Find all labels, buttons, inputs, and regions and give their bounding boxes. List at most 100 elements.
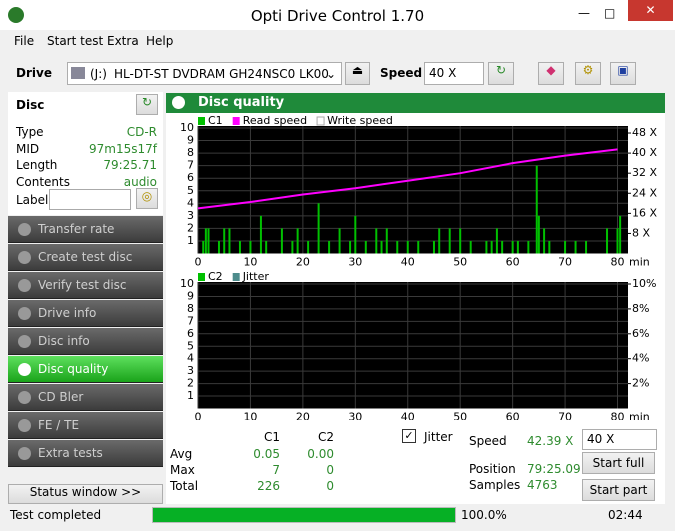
menu-item[interactable]: File <box>14 34 35 48</box>
drive-select[interactable]: (J:) HL-DT-ST DVDRAM GH24NSC0 LK00 ⌄ <box>67 62 342 85</box>
x-tick-label: 0 <box>195 411 202 421</box>
nav-item[interactable]: Transfer rate <box>8 216 163 243</box>
y-tick-label: 7 <box>187 314 194 327</box>
x-tick-label: 0 <box>195 256 202 269</box>
y-tick-label: 9 <box>187 289 194 302</box>
window-title: Opti Drive Control 1.70 <box>250 7 425 25</box>
panel-title: Disc quality <box>198 95 285 110</box>
dropdown-arrow: ⌄ <box>326 67 337 81</box>
y-tick-label: 1 <box>187 389 194 402</box>
erase-button[interactable]: ◆ <box>538 62 564 85</box>
nav-icon <box>18 223 31 236</box>
info-value: 42.39 X <box>527 434 574 448</box>
jitter-checkbox[interactable]: ✓ <box>402 429 416 443</box>
start-full-button[interactable]: Start full <box>582 452 655 474</box>
stats-value: 0 <box>326 479 334 493</box>
speed-value: 40 X <box>429 66 457 80</box>
menu-item[interactable]: Start test <box>47 34 104 48</box>
field-label: Length <box>16 158 58 172</box>
x-axis-label: min <box>629 256 650 269</box>
legend-label: Jitter <box>242 270 270 283</box>
legend-swatch <box>198 117 205 125</box>
x-tick-label: 20 <box>296 256 310 269</box>
nav-icon <box>18 335 31 348</box>
speed-select[interactable]: 40 X <box>424 62 484 85</box>
legend-label: C1 <box>208 114 223 127</box>
x-tick-label: 80 <box>611 256 625 269</box>
jitter-label: Jitter <box>424 430 453 444</box>
panel-icon <box>172 96 185 109</box>
y-tick-label: 1 <box>187 234 194 247</box>
minimize-button[interactable]: — <box>578 6 590 20</box>
legend-swatch <box>232 117 240 125</box>
label-label: Label <box>16 193 49 207</box>
speed-select-2[interactable]: 40 X <box>582 429 657 450</box>
drive-icon <box>71 67 85 79</box>
time-label: 02:44 <box>608 508 643 522</box>
nav-icon <box>18 251 31 264</box>
y-tick-label: 8 <box>187 302 194 315</box>
y-tick-label: 10 <box>180 121 194 134</box>
menu-item[interactable]: Extra <box>107 34 139 48</box>
legend-label: C2 <box>208 270 223 283</box>
nav-item[interactable]: Disc quality <box>8 356 163 383</box>
label-input[interactable] <box>49 189 131 210</box>
nav-item[interactable]: Verify test disc <box>8 272 163 299</box>
y-tick-label: 4 <box>187 352 194 365</box>
disc-refresh[interactable]: ↻ <box>136 94 158 115</box>
stats-value: 226 <box>257 479 280 493</box>
stats-row-label: Max <box>170 463 195 477</box>
panel-header <box>166 93 665 113</box>
refresh-button[interactable]: ↻ <box>488 62 514 85</box>
nav-item[interactable]: Create test disc <box>8 244 163 271</box>
stats-row-label: Avg <box>170 447 193 461</box>
title-bar <box>0 0 675 30</box>
y2-tick-label: 8% <box>632 302 649 315</box>
y-tick-label: 10 <box>180 277 194 290</box>
x-tick-label: 40 <box>401 411 415 421</box>
y-tick-label: 5 <box>187 184 194 197</box>
y-tick-label: 6 <box>187 327 194 340</box>
start-part-text: Start part <box>589 483 648 497</box>
y2-tick-label: 24 X <box>632 186 657 199</box>
drive-letter: (J:) <box>90 67 107 81</box>
x-tick-label: 80 <box>611 411 625 421</box>
x-tick-label: 50 <box>453 256 467 269</box>
nav-icon <box>18 447 31 460</box>
field-value: 97m15s17f <box>89 141 157 156</box>
close-button[interactable]: ✕ <box>628 0 673 21</box>
label-button[interactable]: ◎ <box>136 188 158 209</box>
x-tick-label: 40 <box>401 256 415 269</box>
start-part-button[interactable]: Start part <box>582 479 655 501</box>
y-tick-label: 8 <box>187 146 194 159</box>
settings-button[interactable]: ⚙ <box>575 62 601 85</box>
info-label: Position <box>469 462 516 476</box>
save-button[interactable]: ▣ <box>610 62 636 85</box>
nav-item[interactable]: Drive info <box>8 300 163 327</box>
y2-tick-label: 32 X <box>632 166 657 179</box>
menu-item[interactable]: Help <box>146 34 174 48</box>
eject-button[interactable]: ⏏ <box>345 62 370 85</box>
nav-icon <box>18 391 31 404</box>
status-window-button[interactable]: Status window >> <box>8 484 163 504</box>
nav-item[interactable]: CD Bler <box>8 384 163 411</box>
y-tick-label: 3 <box>187 364 194 377</box>
speed-select-value: 40 X <box>587 432 615 446</box>
field-label: MID <box>16 141 40 156</box>
y-tick-label: 6 <box>187 171 194 184</box>
nav-icon <box>18 419 31 432</box>
stats-value: 0.05 <box>253 447 280 461</box>
drive-label: Drive <box>16 66 52 80</box>
nav-item[interactable]: Disc info <box>8 328 163 355</box>
speed-label: Speed <box>380 66 423 80</box>
y-tick-label: 5 <box>187 339 194 352</box>
nav-item[interactable]: Extra tests <box>8 440 163 467</box>
nav-item[interactable]: FE / TE <box>8 412 163 439</box>
progress-label: 100.0% <box>461 508 507 522</box>
nav-icon <box>18 279 31 292</box>
y2-tick-label: 16 X <box>632 206 657 219</box>
x-tick-label: 70 <box>558 411 572 421</box>
y-tick-label: 3 <box>187 209 194 222</box>
maximize-button[interactable]: □ <box>604 6 616 20</box>
